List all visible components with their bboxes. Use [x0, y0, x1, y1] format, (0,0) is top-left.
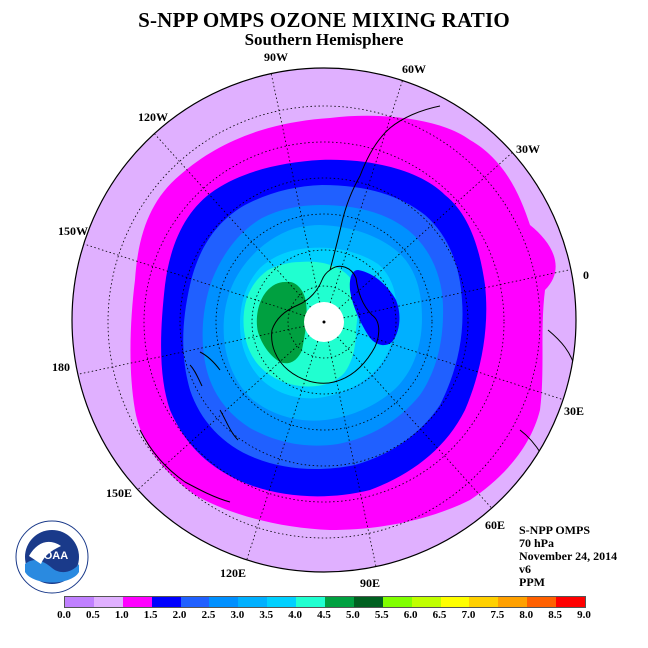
colorbar-segment [325, 597, 354, 607]
info-units: PPM [519, 575, 545, 589]
lon-label-150w: 150W [58, 224, 88, 238]
meridian-line [337, 336, 499, 516]
australia-coastline [139, 409, 239, 503]
meridian-line [269, 68, 321, 303]
colorbar-segment [151, 597, 181, 607]
colorbar-tick-label: 3.5 [259, 609, 274, 621]
latitude-circle [179, 177, 469, 467]
lon-label-150e: 150E [106, 486, 133, 500]
colorbar-tick-label: 5.5 [374, 609, 389, 621]
meridian-line [130, 335, 310, 497]
chart-title: S-NPP OMPS OZONE MIXING RATIO [138, 8, 510, 32]
lon-label-120e: 120E [220, 566, 247, 580]
colorbar-segment [440, 597, 470, 607]
colorbar-tick-label: 7.5 [490, 609, 505, 621]
lon-label-120w: 120W [138, 110, 168, 124]
colorbar-tick-label: 4.5 [317, 609, 331, 621]
colorbar-tick-label: 6.0 [403, 609, 418, 621]
colorbar-tick-label: 2.5 [201, 609, 216, 621]
colorbar-segment [209, 597, 239, 607]
antarctica-coastline [271, 265, 380, 384]
latitude-circle [143, 141, 505, 503]
colorbar-ticks: 0.0 0.5 1.0 1.5 2.0 2.5 3.0 3.5 4.0 4.5 5.0 5.5 6.0 6… [56, 609, 596, 623]
info-date: November 24, 2014 [519, 549, 618, 563]
meridian-line [343, 267, 576, 319]
colorbar-segment [411, 597, 441, 607]
colorbar-segment [382, 597, 412, 607]
latitude-circle [215, 213, 433, 431]
latitude-circle [107, 105, 541, 539]
colorbar-tick-label: 1.0 [114, 609, 129, 621]
colorbar-segment [469, 597, 499, 607]
colorbar-segment [353, 597, 383, 607]
new-zealand-coastline [189, 351, 221, 387]
meridian-line [149, 128, 311, 308]
chart-subtitle: Southern Hemisphere [244, 30, 404, 49]
info-version: v6 [519, 562, 531, 576]
noaa-logo-text: NOAA [36, 550, 68, 562]
colorbar-segment [267, 597, 297, 607]
colorbar-tick-label: 3.0 [230, 609, 245, 621]
meridian-line [72, 325, 305, 377]
colorbar-tick-label: 7.0 [461, 609, 476, 621]
colorbar-segment [180, 597, 210, 607]
colorbar-tick-label: 6.5 [432, 609, 447, 621]
antarctic-peninsula-coastline [329, 175, 361, 271]
colorbar-tick-label: 8.5 [548, 609, 562, 621]
map-border [71, 67, 577, 573]
colorbar-segment [498, 597, 528, 607]
colorbar-segment [556, 597, 586, 607]
info-block: S-NPP OMPS 70 hPa November 24, 2014 v6 P… [519, 524, 617, 589]
colorbar-segment [122, 597, 152, 607]
lon-label-30w: 30W [516, 142, 540, 156]
contour-lobe-blue [349, 270, 400, 346]
lon-label-90w: 90W [264, 50, 288, 64]
colorbar-tick-label: 9.0 [577, 609, 591, 621]
colorbar-tick-label: 0.0 [57, 609, 71, 621]
colorbar-tick-label: 0.5 [86, 609, 100, 621]
colorbar [64, 596, 586, 608]
meridian-line [338, 147, 518, 309]
pole-point [322, 320, 326, 324]
lon-label-30e: 30E [564, 404, 585, 418]
latitude-circle [251, 249, 397, 395]
lon-label-60e: 60E [485, 518, 506, 532]
lon-label-180: 180 [52, 360, 70, 374]
noaa-logo: NOAA [15, 520, 89, 594]
meridian-line [327, 341, 379, 572]
info-level: 70 hPa [519, 536, 555, 550]
colorbar-segment [238, 597, 268, 607]
south-america-coastline [359, 105, 441, 177]
meridian-line [329, 74, 405, 304]
colorbar-segment [527, 597, 557, 607]
colorbar-tick-label: 4.0 [288, 609, 302, 621]
contour-band-4-5 [256, 281, 307, 364]
lon-label-60w: 60W [402, 62, 426, 76]
latitude-circle [287, 285, 361, 359]
colorbar-segment [93, 597, 123, 607]
colorbar-tick-label: 1.5 [143, 609, 158, 621]
meridian-line [342, 327, 572, 403]
lon-label-0: 0 [583, 268, 589, 282]
lon-label-90e: 90E [360, 576, 381, 590]
meridian-line [76, 241, 306, 317]
info-instrument: S-NPP OMPS [519, 523, 590, 537]
meridian-line [243, 340, 319, 570]
colorbar-segment [65, 597, 94, 607]
colorbar-tick-label: 8.0 [519, 609, 534, 621]
colorbar-tick-label: 2.0 [172, 609, 187, 621]
colorbar-tick-label: 5.0 [346, 609, 360, 621]
colorbar-segment [296, 597, 326, 607]
